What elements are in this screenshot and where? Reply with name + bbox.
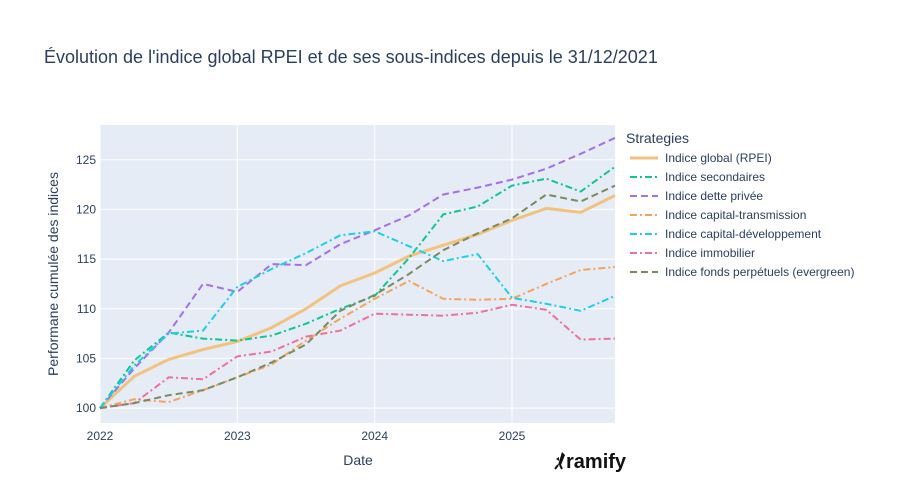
y-axis: 100 105 110 115 120 125: [76, 153, 96, 415]
series-line[interactable]: [99, 136, 616, 409]
series-line[interactable]: [98, 194, 616, 410]
legend-label: Indice dette privée: [665, 189, 763, 203]
rocket-icon: [554, 452, 565, 470]
y-tick-label: 125: [76, 153, 96, 167]
y-tick-label: 115: [77, 252, 96, 266]
x-tick-label: 2025: [499, 429, 526, 443]
series-line[interactable]: [99, 165, 616, 409]
legend-item[interactable]: Indice secondaires: [630, 170, 765, 184]
legend-label: Indice capital-transmission: [665, 208, 806, 222]
y-axis-title: Performane cumulée des indices: [45, 172, 61, 376]
legend-label: Indice immobilier: [665, 246, 755, 260]
ramify-logo: ramify: [554, 451, 627, 473]
legend-label: Indice fonds perpétuels (evergreen): [665, 265, 854, 279]
legend-item[interactable]: Indice global (RPEI): [630, 151, 772, 165]
legend-title: Strategies: [626, 130, 689, 146]
x-tick-label: 2022: [87, 429, 114, 443]
y-tick-label: 100: [76, 401, 96, 415]
ramify-wordmark: ramify: [566, 451, 627, 473]
legend-item[interactable]: Indice capital-développement: [630, 227, 822, 241]
y-tick-label: 105: [76, 351, 96, 365]
legend-label: Indice capital-développement: [665, 227, 822, 241]
legend[interactable]: Indice global (RPEI) Indice secondaires In…: [630, 151, 854, 279]
y-tick-label: 110: [77, 302, 96, 316]
x-tick-label: 2024: [361, 429, 388, 443]
chart-title: Évolution de l'indice global RPEI et de …: [44, 47, 658, 67]
legend-label: Indice secondaires: [665, 170, 765, 184]
legend-item[interactable]: Indice immobilier: [630, 246, 755, 260]
x-axis-title: Date: [343, 452, 373, 468]
y-tick-label: 120: [76, 202, 96, 216]
legend-label: Indice global (RPEI): [665, 151, 772, 165]
legend-item[interactable]: Indice capital-transmission: [630, 208, 806, 222]
x-tick-label: 2023: [224, 429, 251, 443]
series-line[interactable]: [99, 303, 616, 410]
x-axis: 2022 2023 2024 2025: [87, 429, 526, 443]
series-line[interactable]: [99, 266, 616, 410]
legend-item[interactable]: Indice fonds perpétuels (evergreen): [630, 265, 854, 279]
series-layer: [98, 136, 616, 410]
legend-item[interactable]: Indice dette privée: [630, 189, 763, 203]
